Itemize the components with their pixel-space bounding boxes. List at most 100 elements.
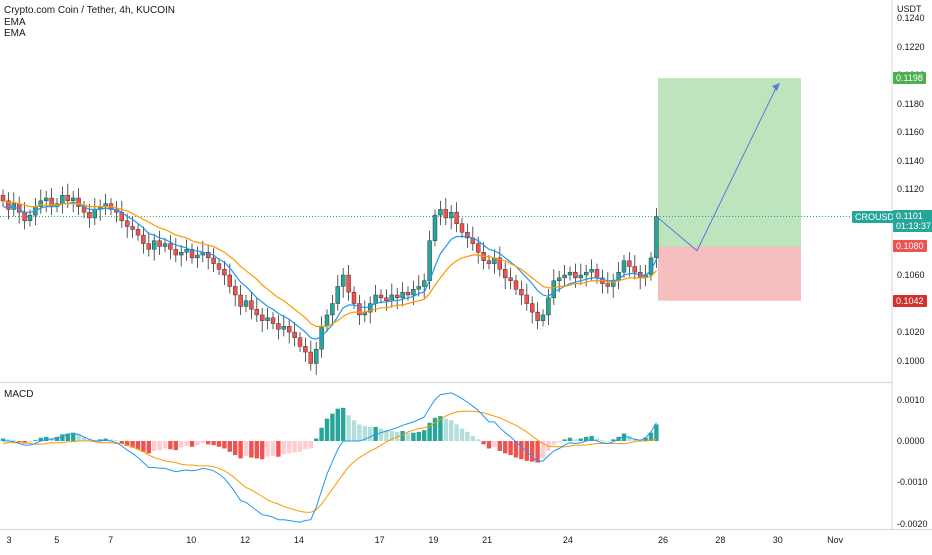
macd-histogram-bar: [308, 441, 313, 449]
macd-tick-label: -0.0020: [897, 518, 928, 529]
macd-histogram-bar: [416, 431, 421, 441]
candle-body: [243, 300, 249, 307]
entry-price-tag: 0.1080: [893, 240, 927, 253]
macd-histogram-bar: [400, 431, 405, 441]
macd-histogram-bar: [497, 441, 502, 451]
candle-body: [162, 243, 168, 247]
candle-body: [557, 277, 562, 281]
macd-histogram-bar: [233, 441, 238, 456]
macd-histogram-bar: [346, 415, 351, 441]
candle-body: [427, 240, 432, 281]
candle-body: [70, 197, 76, 202]
ema-fast-label[interactable]: EMA: [4, 17, 26, 28]
macd-histogram-bar: [573, 439, 578, 441]
macd-histogram-bar: [465, 431, 470, 441]
candle-body: [60, 194, 65, 204]
time-tick-label: Nov: [827, 535, 844, 545]
macd-histogram-bar: [654, 424, 659, 441]
ema-slow-label[interactable]: EMA: [4, 28, 26, 39]
price-tick-label: 0.1120: [897, 184, 924, 195]
macd-histogram-bar: [535, 441, 540, 463]
macd-histogram-bar: [557, 441, 562, 443]
candle-body: [535, 311, 540, 321]
macd-histogram-bar: [611, 439, 616, 441]
macd-histogram-bar: [454, 424, 459, 441]
candle-body: [135, 229, 141, 236]
candle-body: [573, 271, 578, 279]
candle-body: [627, 260, 632, 267]
macd-histogram-bar: [184, 441, 189, 446]
candle-body: [405, 291, 411, 296]
projection-arrowhead: [772, 83, 780, 91]
macd-histogram-bar: [519, 441, 524, 460]
macd-histogram-bar: [141, 441, 146, 452]
macd-histogram-bar: [411, 432, 416, 441]
ema-fast-line: [2, 201, 657, 340]
macd-histogram-bar: [65, 433, 70, 441]
candle-body: [260, 314, 265, 321]
candle-body: [551, 280, 556, 299]
time-tick-label: 10: [186, 535, 197, 545]
macd-histogram-bar: [87, 439, 92, 441]
time-tick-label: 7: [108, 535, 114, 545]
candle-body: [486, 260, 492, 264]
target-price-tag: 0.1198: [893, 72, 926, 85]
candle-body: [465, 232, 470, 239]
candle-body: [38, 200, 43, 207]
countdown-value: 01:13:37: [896, 220, 932, 231]
macd-histogram-bar: [621, 433, 627, 441]
macd-histogram-bar: [384, 430, 389, 441]
macd-histogram-bar: [605, 441, 610, 442]
candle-body: [411, 289, 416, 296]
last-price-value: 0.1101: [896, 210, 923, 221]
macd-histogram-bar: [324, 418, 330, 441]
candle-body: [270, 317, 276, 324]
macd-histogram-bar: [108, 439, 114, 441]
macd-histogram-bar: [287, 441, 292, 454]
macd-tick-label: -0.0010: [897, 477, 928, 488]
candle-body: [276, 323, 281, 330]
macd-histogram-bar: [503, 441, 508, 454]
candle-body: [594, 269, 600, 279]
candle-body: [265, 317, 270, 321]
candle-body: [384, 297, 389, 301]
macd-histogram-bar: [254, 441, 259, 459]
candle-body: [124, 220, 130, 227]
macd-histogram-bar: [146, 441, 151, 454]
macd-label[interactable]: MACD: [4, 389, 34, 400]
macd-histogram-bar: [119, 441, 124, 444]
macd-histogram-bar: [195, 441, 200, 446]
macd-histogram-bar: [38, 437, 43, 441]
candle-body: [303, 346, 308, 353]
macd-histogram-bar: [76, 434, 81, 441]
macd-histogram-bar: [60, 434, 65, 441]
candle-body: [449, 212, 454, 219]
candle-body: [254, 309, 260, 316]
candle-body: [178, 251, 184, 256]
candle-body: [368, 303, 373, 313]
candle-body: [346, 274, 351, 293]
candle-body: [459, 223, 465, 233]
macd-histogram-bar: [368, 426, 373, 441]
time-tick-label: 12: [240, 535, 251, 545]
macd-histogram-bar: [627, 436, 632, 441]
time-tick-label: 28: [715, 535, 726, 545]
candle-body: [389, 294, 394, 301]
candle-body: [205, 251, 211, 259]
candle-body: [524, 294, 529, 304]
macd-histogram-bar: [648, 432, 654, 441]
time-tick-label: 5: [54, 535, 60, 545]
macd-histogram-bar: [297, 441, 303, 452]
candle-body: [281, 326, 286, 330]
macd-histogram-bar: [589, 436, 594, 441]
candle-body: [432, 214, 438, 241]
candle-body: [216, 263, 222, 270]
macd-histogram-bar: [11, 440, 16, 441]
macd-histogram-bar: [567, 437, 573, 441]
candle-body: [400, 291, 405, 299]
macd-histogram-bar: [81, 436, 87, 441]
macd-histogram-bar: [71, 432, 76, 441]
macd-tick-label: 0.0000: [897, 436, 925, 446]
